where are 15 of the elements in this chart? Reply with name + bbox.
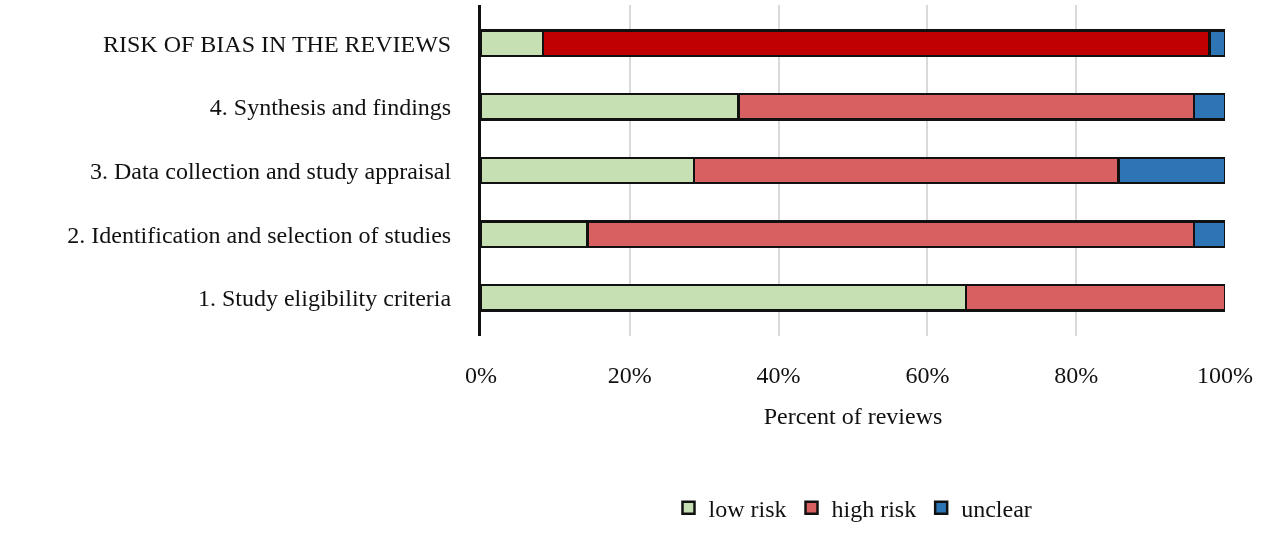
x-axis-title: Percent of reviews	[763, 403, 943, 430]
y-tick-label: 3. Data collection and study appraisal	[89, 157, 452, 184]
legend-label: unclear	[961, 496, 1032, 523]
x-tick-label: 80%	[1054, 362, 1099, 388]
y-tick-label: 4. Synthesis and findings	[209, 94, 452, 121]
x-tick-label: 20%	[607, 362, 652, 388]
legend-label: low risk	[708, 496, 787, 523]
y-tick-label: 2. Identification and selection of studies	[67, 221, 452, 248]
x-tick-label: 0%	[465, 362, 497, 388]
x-tick-label: 100%	[1197, 362, 1253, 388]
legend-label: high risk	[831, 496, 917, 523]
x-tick-label: 60%	[905, 362, 950, 388]
y-tick-label: RISK OF BIAS IN THE REVIEWS	[102, 30, 452, 57]
x-tick-label: 40%	[756, 362, 801, 388]
y-tick-label: 1. Study eligibility criteria	[197, 285, 452, 312]
